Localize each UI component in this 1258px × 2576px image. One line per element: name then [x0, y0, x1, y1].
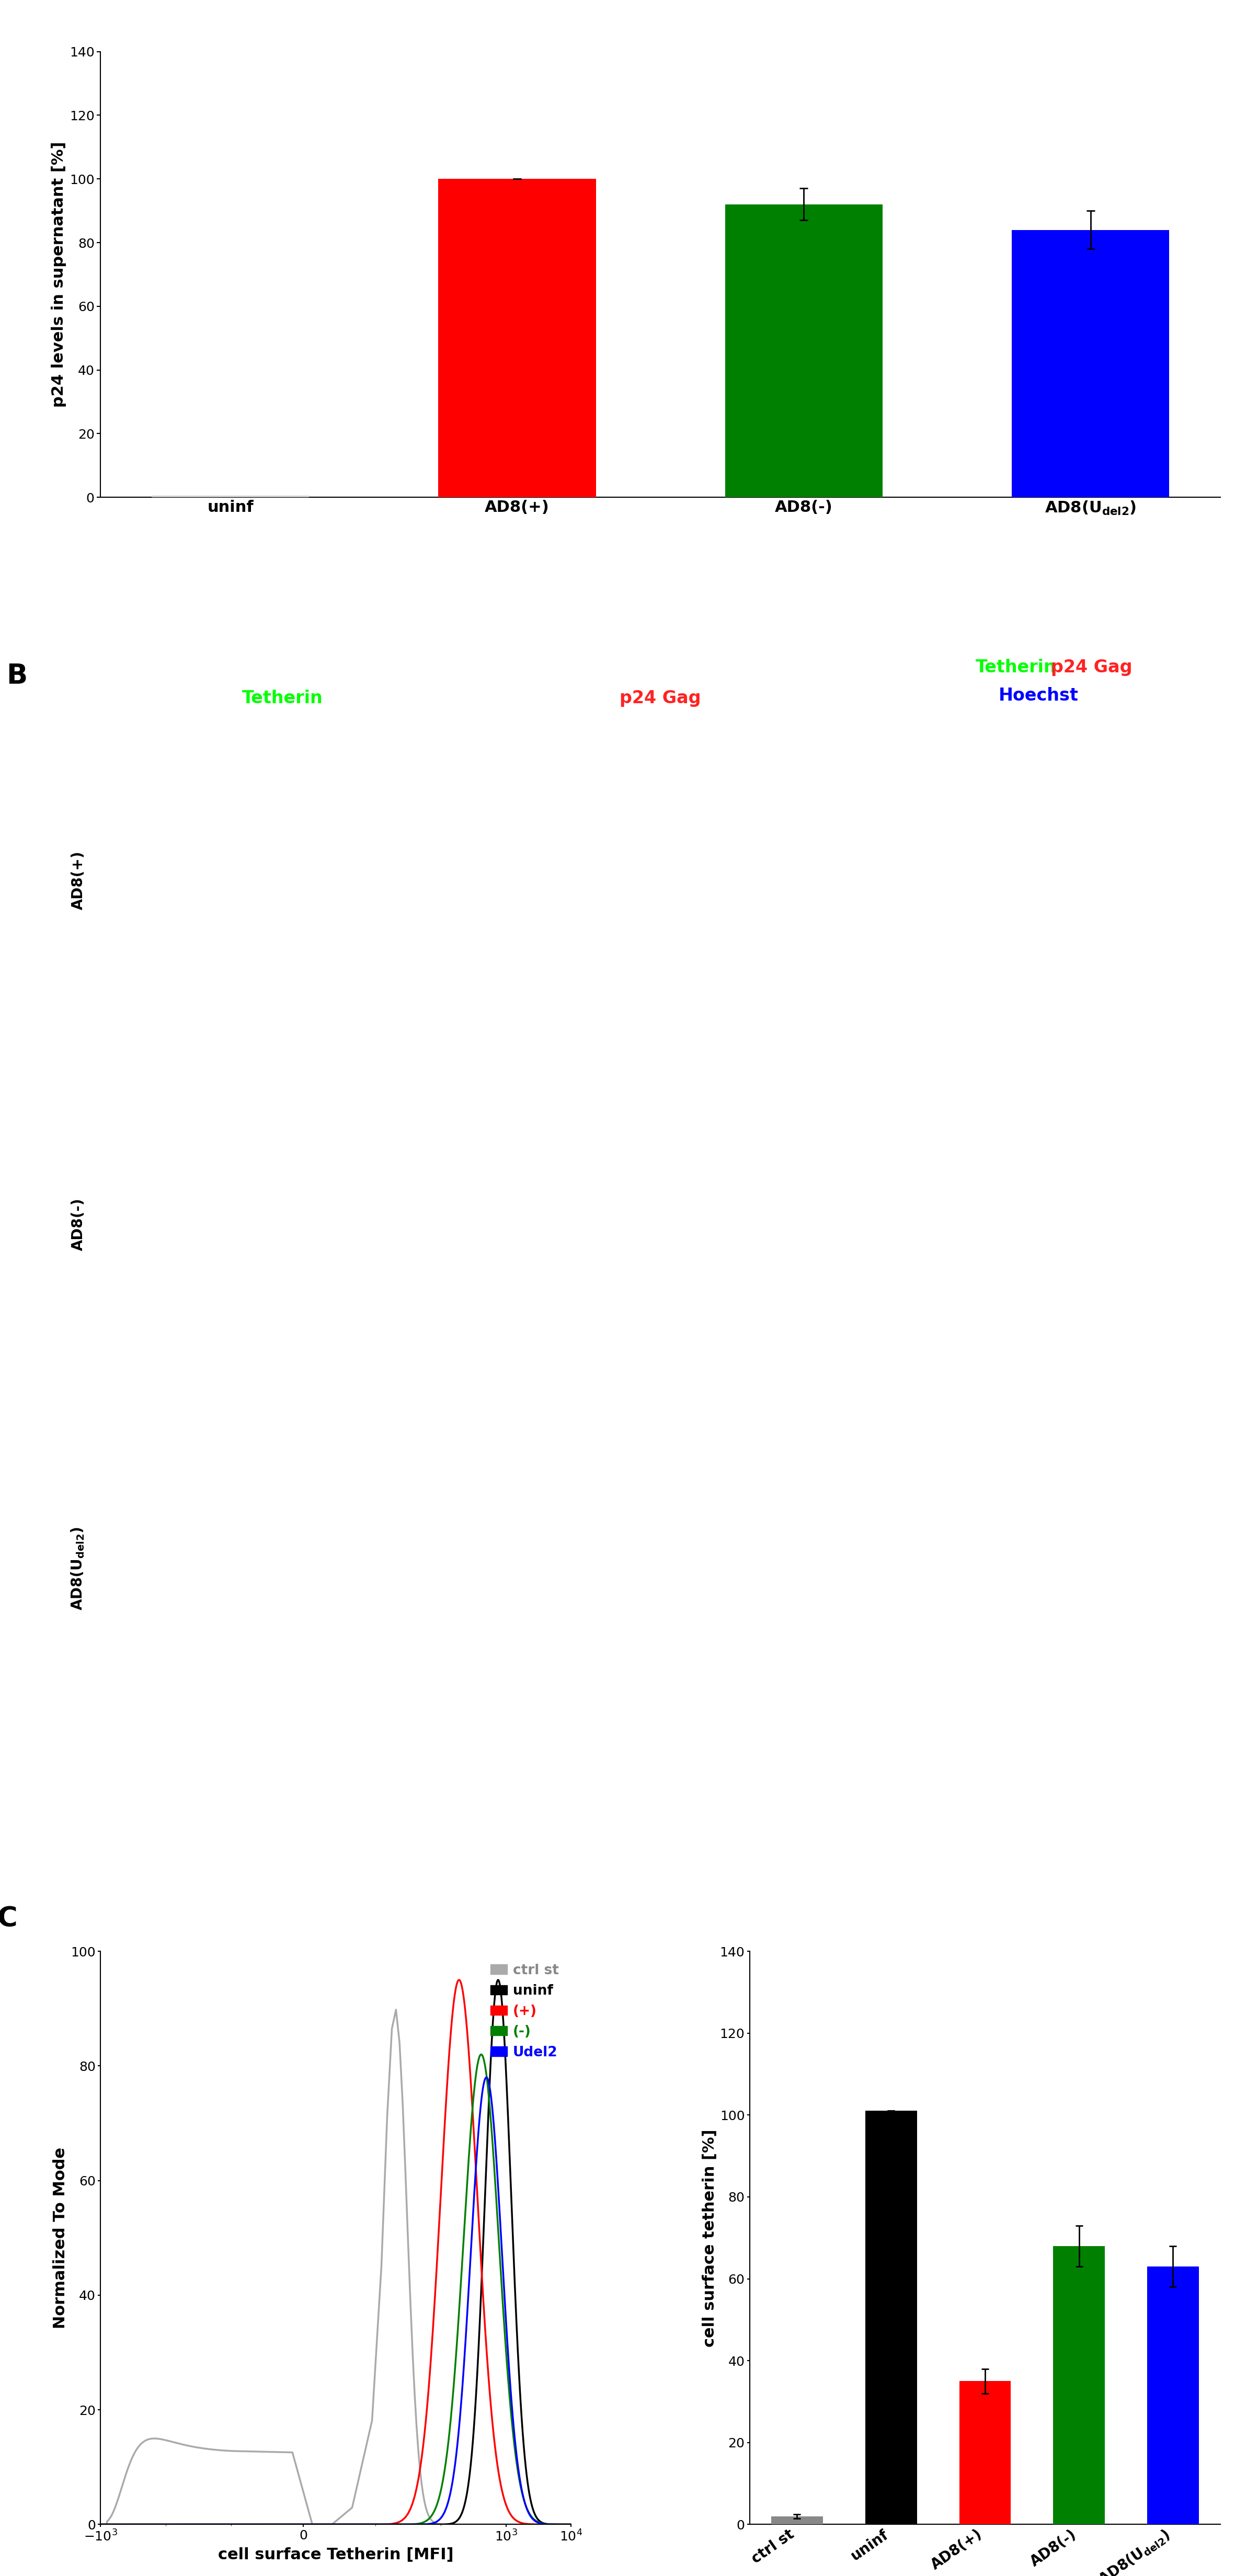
Text: Tetherin: Tetherin [242, 690, 323, 706]
Text: *: * [765, 1149, 775, 1167]
Text: *: * [259, 1476, 269, 1494]
Text: *: * [296, 1115, 306, 1133]
Text: B: B [6, 662, 28, 688]
Text: *: * [582, 1265, 593, 1283]
Bar [959, 2380, 1011, 2524]
Text: *: * [961, 1625, 971, 1643]
Text: AD8(+): AD8(+) [70, 850, 86, 909]
Y-axis label: Normalized To Mode: Normalized To Mode [53, 2148, 68, 2329]
Text: AD8(U$_{\mathregular{del2}}$): AD8(U$_{\mathregular{del2}}$) [69, 1528, 86, 1610]
Bar [1011, 229, 1170, 497]
Text: *: * [205, 1265, 215, 1283]
Text: *: * [979, 889, 989, 907]
Y-axis label: p24 levels in supernatant [%]: p24 levels in supernatant [%] [52, 142, 67, 407]
Text: *: * [1088, 755, 1098, 773]
Text: *: * [673, 1115, 683, 1133]
Text: AD8(-): AD8(-) [70, 1198, 86, 1252]
Text: p24 Gag: p24 Gag [1052, 659, 1132, 675]
Text: *: * [782, 822, 793, 840]
Text: *: * [150, 1443, 160, 1461]
Text: Hoechst: Hoechst [999, 688, 1078, 703]
Y-axis label: cell surface tetherin [%]: cell surface tetherin [%] [702, 2128, 717, 2347]
Bar [771, 2517, 823, 2524]
Text: *: * [565, 1100, 575, 1118]
Text: *: * [638, 1476, 648, 1494]
Text: Tetherin: Tetherin [976, 659, 1057, 675]
Text: *: * [1161, 822, 1171, 840]
Text: *: * [332, 755, 342, 773]
Text: *: * [223, 889, 233, 907]
Text: *: * [386, 1149, 396, 1167]
Legend: ctrl st, uninf, (+), (-), Udel2: ctrl st, uninf, (+), (-), Udel2 [486, 1958, 564, 2066]
Text: *: * [1052, 1115, 1062, 1133]
Bar [866, 2110, 917, 2524]
Text: *: * [942, 1100, 952, 1118]
Text: *: * [961, 1265, 971, 1283]
Bar [1147, 2267, 1199, 2524]
Bar [438, 178, 596, 497]
Text: *: * [582, 1625, 593, 1643]
Text: *: * [205, 1625, 215, 1643]
Text: *: * [906, 1443, 916, 1461]
Text: *: * [186, 1100, 196, 1118]
Bar [1053, 2246, 1105, 2524]
Text: *: * [528, 1443, 538, 1461]
Text: *: * [710, 755, 720, 773]
Text: p24 Gag: p24 Gag [620, 690, 701, 706]
Text: *: * [1142, 1149, 1152, 1167]
Text: *: * [405, 822, 415, 840]
Text: C: C [0, 1906, 18, 1932]
Text: *: * [1015, 1476, 1025, 1494]
Text: *: * [601, 889, 611, 907]
X-axis label: cell surface Tetherin [MFI]: cell surface Tetherin [MFI] [218, 2548, 454, 2563]
Bar [725, 204, 883, 497]
